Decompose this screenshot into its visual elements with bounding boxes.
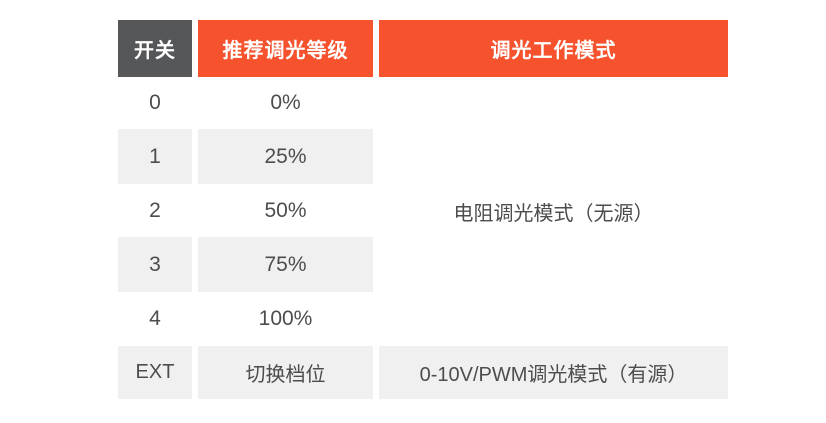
- cell-switch-1: 1: [118, 129, 192, 184]
- cell-level-3: 75%: [198, 237, 373, 292]
- cell-switch-2: 2: [149, 198, 161, 222]
- cell-switch-4: 4: [149, 307, 161, 330]
- cell-mode-ext: 0-10V/PWM调光模式（有源）: [379, 346, 728, 399]
- cell-switch-3: 3: [118, 237, 192, 292]
- cell-switch-ext: EXT: [118, 346, 192, 399]
- header-cell-dimming-level: 推荐调光等级: [198, 20, 373, 77]
- header-cell-dimming-mode: 调光工作模式: [379, 20, 728, 77]
- cell-level-ext: 切换档位: [198, 346, 373, 399]
- cell-level-1: 25%: [198, 129, 373, 184]
- cell-level-4: 100%: [258, 307, 313, 330]
- cell-mode-merged-resistor-dimming: 电阻调光模式（无源）: [453, 203, 654, 225]
- cell-switch-0: 0: [149, 91, 161, 114]
- header-cell-switch: 开关: [118, 20, 192, 77]
- dimming-mode-table: 开关 推荐调光等级 调光工作模式 0 0% 1 25% 2 50% 3 75% …: [118, 20, 728, 399]
- cell-level-2: 50%: [264, 198, 307, 222]
- cell-level-0: 0%: [270, 91, 301, 114]
